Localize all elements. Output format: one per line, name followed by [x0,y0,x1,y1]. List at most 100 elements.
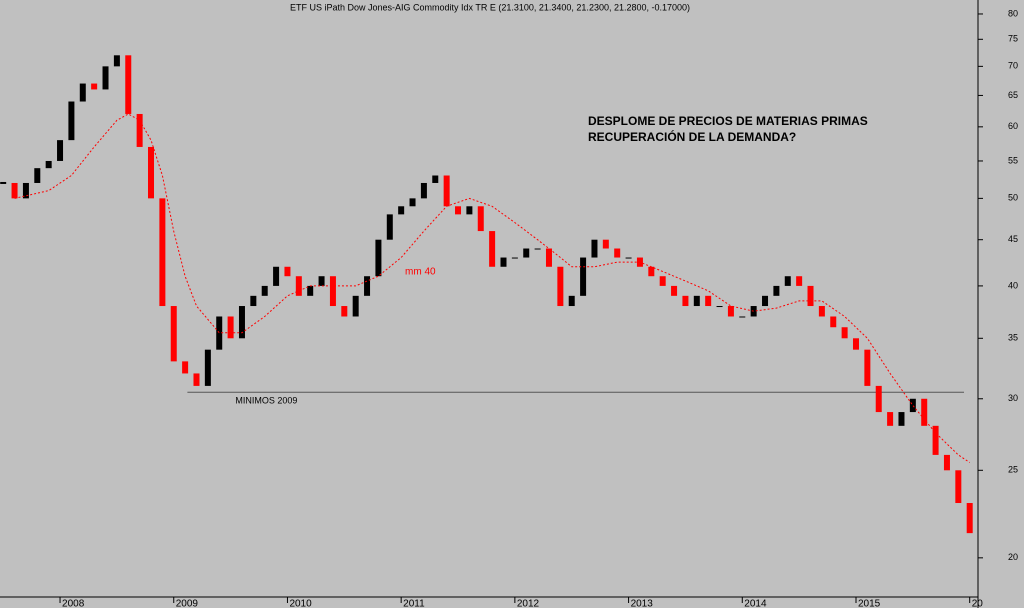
candle [921,398,928,426]
y-tick-label: 20 [1008,552,1018,562]
candle [841,327,848,339]
x-tick-label: 2010 [289,599,312,608]
candle [887,412,894,426]
x-tick-label: 2008 [62,599,85,608]
candle [318,276,325,286]
candle [386,214,393,240]
candle [341,306,348,317]
chart-title: ETF US iPath Dow Jones-AIG Commodity Idx… [290,2,690,12]
candle [193,373,200,386]
candle [250,295,257,307]
y-tick-label: 55 [1008,155,1018,165]
candle [818,306,825,317]
y-tick-label: 40 [1008,280,1018,290]
y-tick-label: 30 [1008,393,1018,403]
candle [216,316,223,350]
candle [159,198,166,307]
y-tick-label: 25 [1008,465,1018,475]
y-tick-label: 70 [1008,61,1018,71]
candle [273,266,280,286]
candle [648,266,655,277]
y-tick-label: 45 [1008,234,1018,244]
candle [432,175,439,183]
x-tick-label: 2013 [631,599,654,608]
candle [807,285,814,307]
candle [932,425,939,455]
candle [796,276,803,286]
x-tick-label: 2014 [744,599,767,608]
candle [352,295,359,317]
candle [420,182,427,199]
candle [261,285,268,296]
candle [727,306,734,317]
candle [182,361,189,374]
candle [762,295,769,307]
candle [852,338,859,350]
candle [830,316,837,328]
candle [875,385,882,413]
candle [68,101,75,141]
x-tick-label: 2015 [858,599,881,608]
candle [898,412,905,426]
candle [568,295,575,307]
candle [511,257,518,259]
candle [398,206,405,215]
candle [204,349,211,386]
candle [693,295,700,307]
candle [102,66,109,90]
candle [682,295,689,307]
candle [705,295,712,307]
candle [136,113,143,147]
candle [364,276,371,296]
y-tick-label: 80 [1008,8,1018,18]
x-tick-label: 2011 [403,599,425,608]
x-tick-label: 2009 [176,599,199,608]
candle [57,140,64,161]
candle [909,398,916,413]
candle [79,83,86,102]
candle [591,239,598,258]
candle [295,276,302,296]
x-tick-label: 20 [972,599,984,608]
candle [523,248,530,258]
reference-label: MINIMOS 2009 [235,396,297,406]
candle [125,55,132,114]
annotation: DESPLOME DE PRECIOS DE MATERIAS PRIMAS [588,114,868,128]
annotation: RECUPERACIÓN DE LA DEMANDA? [588,129,796,144]
candle [500,257,507,267]
candle [375,239,382,277]
candle [955,470,962,504]
candle [489,231,496,267]
y-tick-label: 60 [1008,121,1018,131]
candle [671,285,678,296]
moving-average [14,113,970,463]
candle [45,160,52,169]
candle [739,316,746,318]
candle [784,276,791,286]
candle [91,83,98,90]
x-tick-label: 2012 [517,599,540,608]
candle [307,285,314,296]
candle [557,266,564,307]
candle [966,503,973,534]
y-tick-label: 35 [1008,333,1018,343]
moving-average-label: mm 40 [405,267,436,278]
candle [659,276,666,286]
candle [113,55,120,67]
candle [466,206,473,215]
candle [943,454,950,471]
candle [148,146,155,199]
y-tick-label: 75 [1008,34,1018,44]
candle [545,248,552,267]
candle [455,206,462,215]
candle [22,182,29,199]
candle [227,316,234,339]
candle [238,306,245,339]
candle [477,206,484,232]
candle [34,168,41,183]
candle [614,248,621,258]
candle [11,182,18,199]
candle [716,306,723,308]
candle [284,266,291,277]
